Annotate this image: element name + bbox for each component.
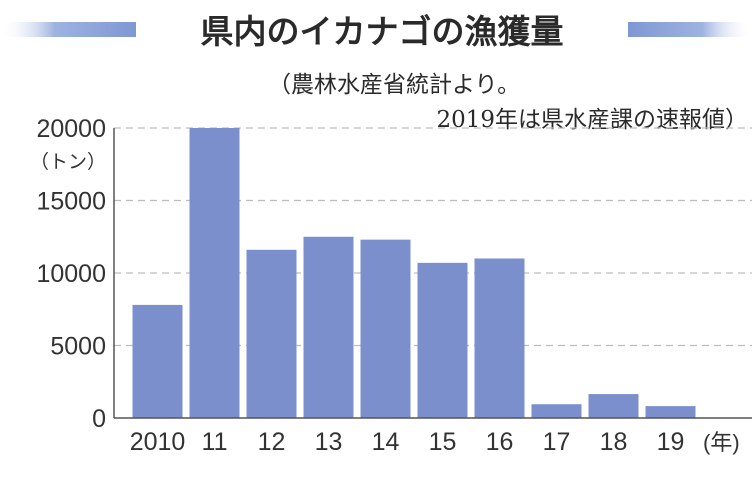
source-note-line-2: 2019年は県水産課の速報値） <box>436 107 748 133</box>
x-axis-unit: (年) <box>703 430 740 455</box>
x-tick-label: 17 <box>543 428 571 456</box>
x-tick-label: 11 <box>202 428 228 456</box>
y-tick-label: 20000 <box>36 115 106 143</box>
bar-19 <box>645 406 696 418</box>
bar-13 <box>303 236 354 418</box>
x-tick-label: 16 <box>486 428 514 456</box>
x-tick-label: 18 <box>600 428 628 456</box>
title-band-right <box>628 22 752 37</box>
x-tick-labels: 2010 11 12 13 14 15 16 17 18 19 <box>130 428 685 456</box>
x-tick-label: 2010 <box>130 428 186 456</box>
y-tick-label: 5000 <box>50 333 106 361</box>
bar-14 <box>360 239 411 418</box>
y-tick-label: 10000 <box>36 260 106 288</box>
bar-12 <box>246 249 297 418</box>
y-tick-labels: 0 5000 10000 15000 20000 <box>36 115 106 433</box>
chart-title: 県内のイカナゴの漁獲量 <box>201 12 564 51</box>
bar-series <box>132 128 696 418</box>
x-tick-label: 14 <box>372 428 400 456</box>
y-tick-label: 15000 <box>36 188 106 216</box>
x-tick-label: 19 <box>657 428 685 456</box>
y-tick-label: 0 <box>92 405 106 433</box>
bar-16 <box>474 258 525 418</box>
source-note-line-1: （農林水産省統計より。 <box>268 72 520 98</box>
bar-18 <box>588 394 639 418</box>
bar-17 <box>531 404 582 418</box>
title-band-left <box>0 22 136 37</box>
x-tick-label: 15 <box>429 428 457 456</box>
x-tick-label: 12 <box>258 428 286 456</box>
x-tick-label: 13 <box>315 428 343 456</box>
bar-11 <box>189 128 240 418</box>
bar-15 <box>417 262 468 418</box>
y-axis-unit: （トン） <box>30 151 106 173</box>
bar-2010 <box>132 304 183 418</box>
